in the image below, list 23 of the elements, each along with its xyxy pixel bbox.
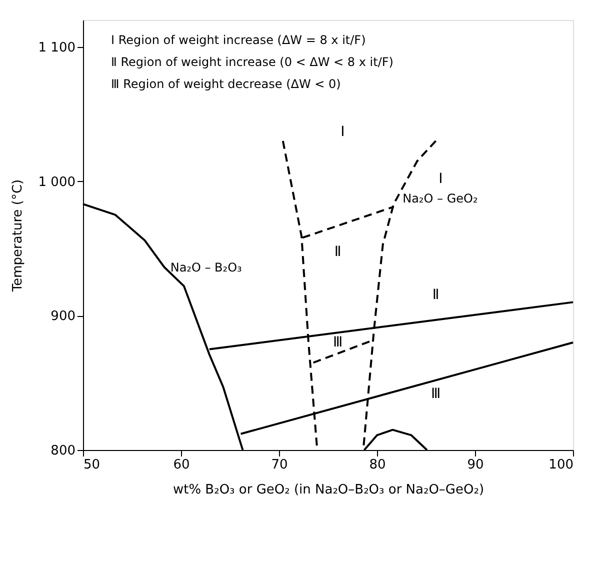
annotation: Ⅰ (340, 124, 345, 140)
y-axis-title: Temperature (°C) (10, 179, 26, 293)
y-tick-label: 800 (50, 444, 76, 458)
annotation: Ⅱ (334, 244, 342, 260)
annotation: Ⅲ (332, 334, 343, 350)
y-tick-label: 1 100 (38, 40, 76, 56)
annotation: Ⅲ (430, 386, 441, 402)
x-tick-label: 60 (173, 458, 190, 472)
annotation: Na₂O – GeO₂ (402, 192, 478, 206)
x-tick-label: 100 (548, 458, 574, 472)
x-tick-label: 80 (369, 458, 386, 472)
annotation: Ⅱ (432, 287, 440, 304)
x-tick-label: 50 (84, 458, 100, 472)
annotation: Na₂O – B₂O₃ (170, 260, 242, 274)
annotation: Ⅰ Region of weight increase (ΔW = 8 x it/F) (111, 33, 366, 47)
annotation: Ⅱ Region of weight increase (0 < ΔW < 8 x it/F) (111, 55, 394, 69)
x-tick-label: 70 (271, 458, 288, 472)
annotation: Ⅰ (438, 171, 443, 188)
annotation: Ⅲ Region of weight decrease (ΔW < 0) (111, 77, 341, 91)
y-tick-label: 1 000 (38, 174, 76, 190)
x-tick-label: 90 (467, 458, 484, 472)
y-tick-label: 900 (50, 309, 76, 324)
x-axis-title: wt% B₂O₃ or GeO₂ (in Na₂O–B₂O₃ or Na₂O–GeO₂) (172, 482, 484, 498)
